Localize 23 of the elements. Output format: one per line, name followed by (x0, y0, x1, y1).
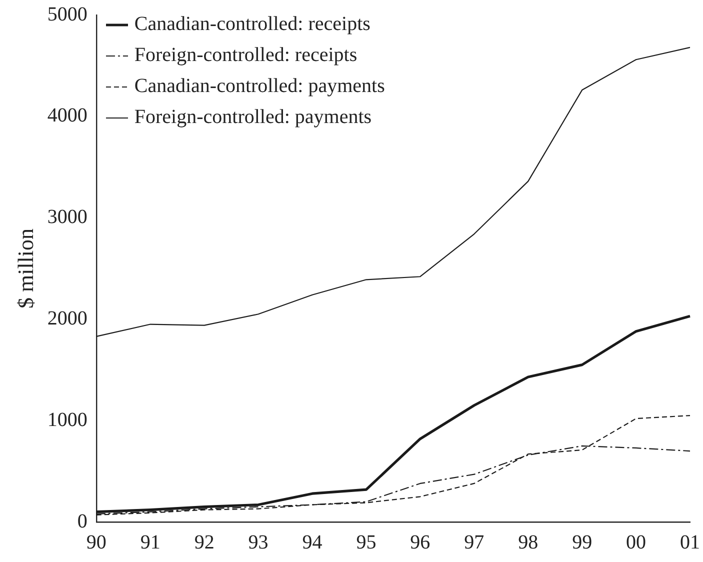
x-tick-label: 95 (356, 531, 376, 554)
legend-label: Canadian-controlled: payments (134, 74, 385, 99)
x-tick-label: 93 (248, 531, 268, 554)
legend-label: Foreign-controlled: receipts (134, 43, 358, 68)
y-tick-label: 5000 (47, 3, 88, 26)
x-tick-label: 90 (86, 531, 106, 554)
y-tick-label: 1000 (47, 408, 88, 431)
y-tick-label: 2000 (47, 307, 88, 330)
legend-label: Foreign-controlled: payments (134, 105, 372, 130)
x-tick-label: 97 (464, 531, 484, 554)
x-tick-label: 99 (572, 531, 592, 554)
legend-label: Canadian-controlled: receipts (134, 12, 370, 37)
x-tick-label: 01 (680, 531, 700, 554)
x-tick-label: 96 (410, 531, 430, 554)
y-tick-label: 3000 (47, 206, 88, 228)
x-tick-label: 98 (518, 531, 538, 554)
x-tick-label: 92 (194, 531, 214, 554)
y-axis-title: $ million (12, 228, 38, 309)
y-tick-label: 4000 (47, 104, 88, 127)
x-tick-label: 91 (140, 531, 160, 554)
x-tick-label: 00 (626, 531, 646, 554)
y-tick-label: 0 (77, 510, 88, 532)
x-tick-label: 94 (302, 531, 322, 554)
